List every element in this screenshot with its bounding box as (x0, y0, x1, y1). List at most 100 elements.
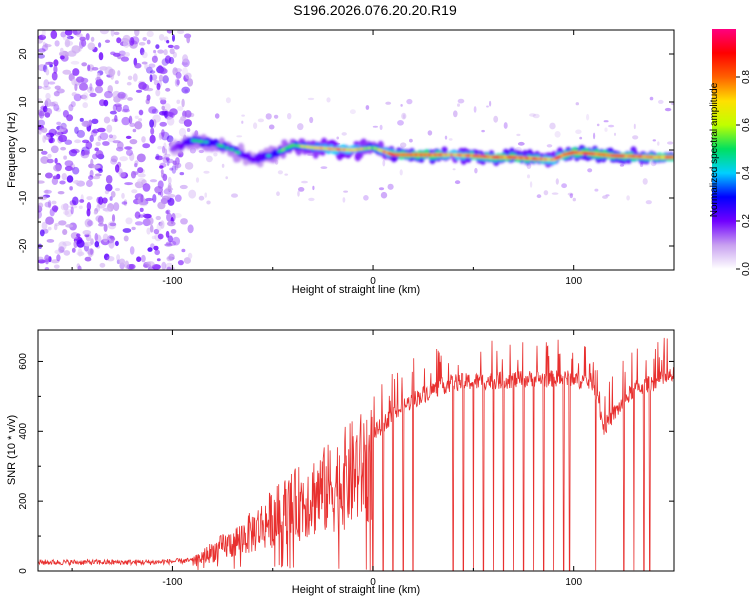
spectrogram-noise-blob (527, 174, 530, 179)
spectrogram-noise-blob (47, 153, 52, 159)
spectrogram-noise-blob (92, 153, 98, 160)
spectrogram-noise-blob (297, 123, 304, 131)
spectrogram-noise-blob (183, 119, 192, 127)
spectrogram-noise-blob (146, 30, 154, 38)
spectrogram-noise-blob (179, 184, 188, 190)
spectrogram-noise-blob (633, 123, 636, 130)
spectrogram-noise-blob (108, 239, 115, 249)
spectrogram-noise-blob (58, 246, 65, 254)
spectrogram-noise-blob (182, 54, 189, 63)
spectrogram-noise-blob (160, 220, 165, 229)
spectrogram-noise-blob (569, 193, 573, 199)
spectrogram-noise-blob (99, 262, 106, 268)
spectrogram-noise-blob (52, 175, 59, 180)
spectrogram-noise-blob (38, 256, 44, 261)
spectrogram-noise-blob (158, 133, 163, 141)
spectrogram-noise-blob (82, 92, 89, 101)
spectrogram-noise-blob (104, 90, 113, 99)
spectrogram-noise-blob (657, 141, 660, 146)
spectrogram-noise-blob (489, 100, 492, 107)
spectrogram-noise-blob (129, 139, 138, 145)
spectrogram-noise-blob (155, 153, 160, 160)
spectrogram-noise-blob (98, 168, 103, 173)
spectrogram-noise-blob (575, 129, 582, 135)
spectrogram-noise-blob (53, 206, 58, 213)
spectrogram-ridge-halo (353, 141, 360, 147)
spectrogram-noise-blob (47, 81, 56, 85)
snr-ytick-label: 0 (18, 568, 29, 574)
spectrogram-noise-blob (106, 124, 113, 133)
spectrogram-noise-blob (149, 134, 156, 144)
spectrogram-noise-blob (51, 71, 58, 81)
spectrogram-noise-blob (73, 240, 78, 249)
spectrogram-noise-blob (86, 196, 93, 201)
spectrogram-noise-blob (153, 49, 157, 54)
snr-series-line (38, 337, 674, 571)
spectrogram-noise-blob (203, 170, 210, 174)
spectrogram-noise-blob (146, 39, 151, 45)
spectrogram-noise-blob (76, 33, 83, 38)
snr-xlabel: Height of straight line (km) (292, 584, 420, 596)
spectrogram-noise-blob (658, 99, 664, 104)
spectrogram-noise-blob (179, 172, 185, 176)
spectrogram-noise-blob (102, 233, 109, 243)
spectrogram-noise-blob (546, 144, 553, 148)
spectrogram-noise-blob (86, 248, 95, 255)
spectrogram-noise-blob (402, 114, 406, 119)
spectrogram-noise-blob (46, 158, 54, 164)
colorbar-tick-label: 0.0 (741, 262, 750, 276)
spectrogram-noise-blob (608, 124, 615, 128)
spectrogram-noise-blob (136, 256, 142, 263)
spectrogram-noise-blob (549, 122, 556, 130)
spectrogram-noise-blob (301, 180, 308, 184)
spectrogram-noise-blob (186, 128, 191, 132)
spectrogram-noise-blob (596, 123, 600, 127)
spectrogram-noise-blob (152, 194, 157, 203)
spectrogram-ridge-core (266, 154, 272, 158)
spectrogram-noise-blob (159, 111, 167, 116)
spectrogram-noise-blob (153, 228, 160, 235)
spectrogram-noise-blob (110, 71, 115, 80)
spectrogram-noise-blob (104, 39, 111, 43)
spectrogram-noise-blob (64, 139, 73, 145)
spectrogram-noise-blob (166, 266, 172, 270)
spectrogram-noise-blob (122, 104, 130, 113)
spectrogram-noise-blob (614, 132, 616, 136)
spectrogram-noise-blob (69, 186, 73, 191)
spectrogram-noise-blob (44, 201, 52, 208)
spectrogram-noise-blob (78, 205, 83, 210)
spectrogram-noise-blob (141, 136, 146, 143)
spectrogram-noise-blob (453, 110, 458, 118)
spectrogram-noise-blob (86, 202, 92, 211)
spectrogram-noise-blob (105, 183, 113, 192)
spectrogram-noise-blob (406, 98, 413, 105)
spectrogram-noise-blob (165, 241, 172, 246)
spectrogram-noise-blob (253, 122, 258, 129)
spectrogram-noise-blob (157, 233, 164, 240)
spectrogram-noise-blob (70, 101, 76, 108)
spectrogram-noise-blob (645, 200, 652, 205)
spectrogram-noise-blob (110, 191, 116, 198)
spectrogram-noise-blob (177, 30, 185, 34)
spectrogram-noise-blob (268, 124, 275, 130)
spectrogram-noise-blob (118, 171, 126, 178)
spectrogram-noise-blob (51, 200, 57, 205)
spectrogram-ytick-label: -10 (18, 190, 29, 205)
spectrogram-noise-blob (134, 221, 144, 226)
spectrogram-noise-blob (56, 121, 62, 126)
spectrogram-noise-blob (127, 75, 133, 81)
spectrogram-noise-blob (309, 116, 314, 124)
spectrogram-noise-blob (134, 121, 143, 130)
spectrogram-noise-blob (104, 190, 109, 195)
spectrogram-noise-blob (62, 110, 69, 118)
spectrogram-noise-blob (120, 56, 129, 62)
spectrogram-noise-blob (586, 113, 590, 121)
spectrogram-noise-blob (90, 158, 94, 168)
spectrogram-noise-blob (176, 79, 180, 86)
spectrogram-noise-blob (151, 55, 158, 63)
spectrogram-noise-blob (130, 36, 140, 45)
spectrogram-noise-blob (161, 129, 165, 137)
colorbar-ticks: 0.0 0.2 0.4 0.6 0.8 (736, 70, 750, 276)
spectrogram-noise-blob (89, 83, 93, 92)
spectrogram-noise-blob (64, 160, 74, 167)
